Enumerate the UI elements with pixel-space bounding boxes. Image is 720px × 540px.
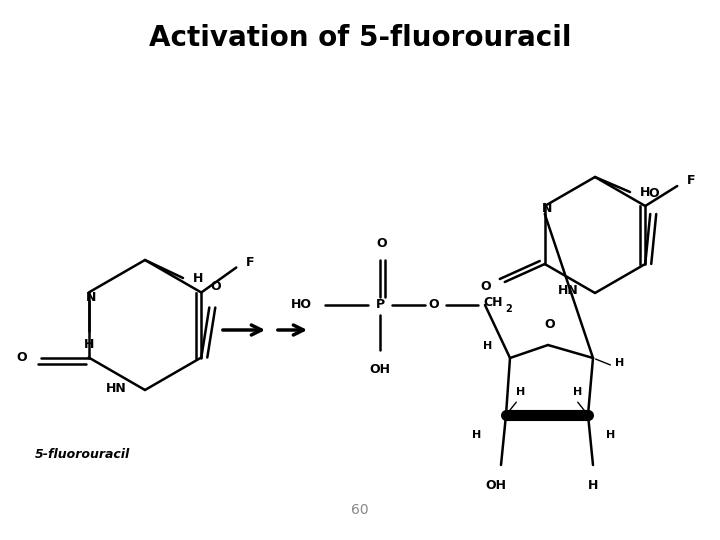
Text: HN: HN xyxy=(107,381,127,395)
Text: O: O xyxy=(210,280,220,294)
Text: H: H xyxy=(482,341,492,351)
Text: H: H xyxy=(588,479,598,492)
Text: O: O xyxy=(545,318,555,331)
Text: Activation of 5-fluorouracil: Activation of 5-fluorouracil xyxy=(149,24,571,52)
Text: N: N xyxy=(86,291,96,304)
Text: OH: OH xyxy=(485,479,506,492)
Text: O: O xyxy=(480,280,491,294)
Text: F: F xyxy=(246,256,255,269)
Text: H: H xyxy=(615,358,624,368)
Text: P: P xyxy=(375,299,384,312)
Text: O: O xyxy=(377,237,387,250)
Text: H: H xyxy=(573,387,582,397)
Text: F: F xyxy=(687,174,696,187)
Text: 5-fluorouracil: 5-fluorouracil xyxy=(35,449,130,462)
Text: N: N xyxy=(541,202,552,215)
Text: H: H xyxy=(606,430,616,440)
Text: O: O xyxy=(16,351,27,364)
Text: OH: OH xyxy=(369,363,390,376)
Text: H: H xyxy=(516,387,526,397)
Text: O: O xyxy=(648,187,659,200)
Text: H: H xyxy=(640,186,650,199)
Text: HO: HO xyxy=(291,299,312,312)
Text: H: H xyxy=(193,272,203,285)
Text: H: H xyxy=(472,430,481,440)
Text: H: H xyxy=(84,338,94,351)
Text: 60: 60 xyxy=(351,503,369,517)
Text: CH: CH xyxy=(483,295,503,308)
Text: HN: HN xyxy=(558,284,579,296)
Text: O: O xyxy=(428,299,439,312)
Text: 2: 2 xyxy=(505,304,512,314)
